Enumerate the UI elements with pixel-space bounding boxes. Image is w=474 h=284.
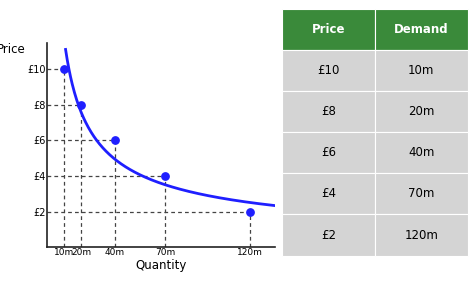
Point [111,138,118,143]
Text: £2: £2 [321,229,336,241]
Bar [282,91,375,132]
Point [246,209,254,214]
Bar [375,132,468,173]
Text: £6: £6 [321,146,336,159]
Text: £4: £4 [321,187,336,200]
Text: £10: £10 [317,64,340,77]
Text: 20m: 20m [408,105,435,118]
Text: Demand: Demand [394,23,449,36]
Bar [282,214,375,256]
Text: £8: £8 [321,105,336,118]
Text: 10m: 10m [408,64,435,77]
Text: 40m: 40m [408,146,435,159]
Y-axis label: Price: Price [0,43,26,56]
Bar [282,50,375,91]
Bar [375,91,468,132]
X-axis label: Quantity: Quantity [136,259,187,272]
Text: 120m: 120m [404,229,438,241]
Bar [375,214,468,256]
Bar [282,173,375,214]
Text: 70m: 70m [408,187,435,200]
Bar [282,132,375,173]
Bar [375,9,468,50]
Text: Price: Price [312,23,345,36]
Bar [375,50,468,91]
Point [162,174,169,178]
Bar [282,9,375,50]
Point [77,103,85,107]
Text: D: D [283,200,293,213]
Point [61,67,68,72]
Bar [375,173,468,214]
